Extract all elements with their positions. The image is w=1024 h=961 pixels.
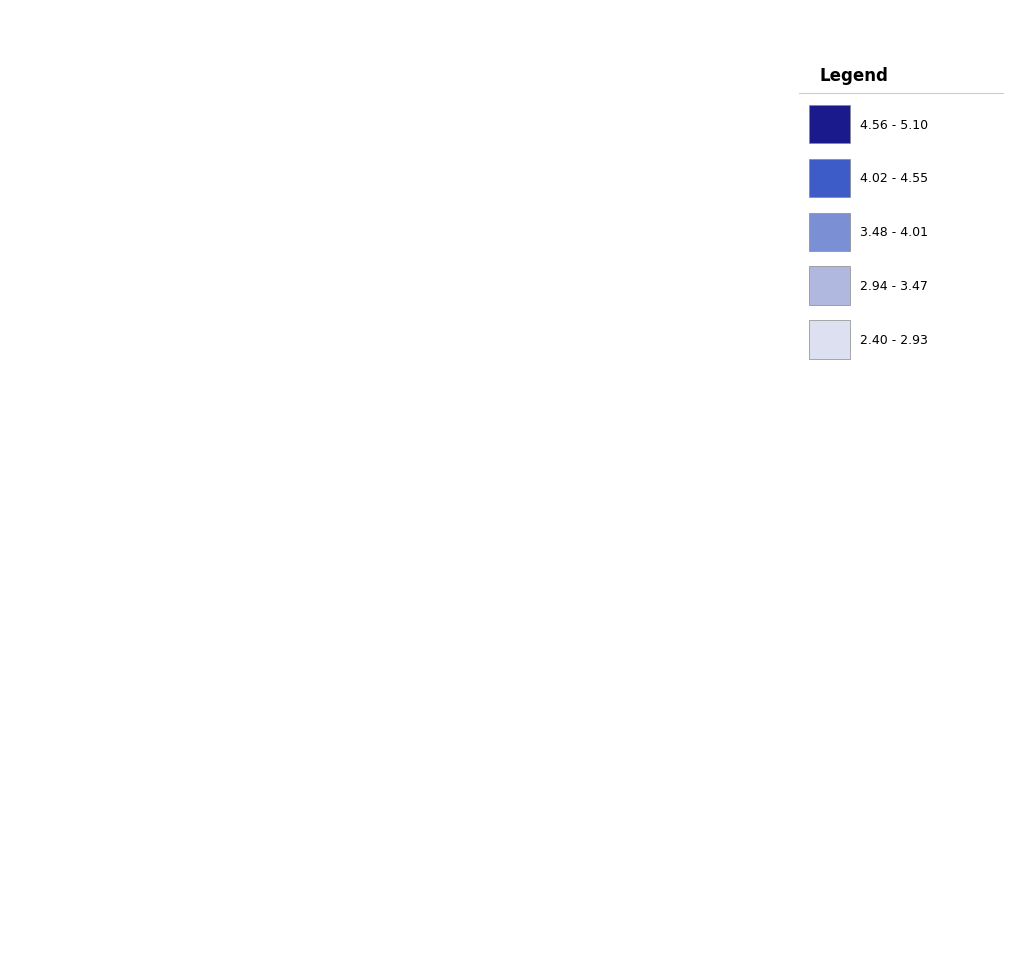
Text: 4.56 - 5.10: 4.56 - 5.10 [860, 118, 929, 132]
Bar [809, 321, 850, 359]
Text: 4.02 - 4.55: 4.02 - 4.55 [860, 172, 929, 185]
Text: 2.94 - 3.47: 2.94 - 3.47 [860, 280, 928, 293]
Text: 3.48 - 4.01: 3.48 - 4.01 [860, 226, 928, 239]
Text: 2.40 - 2.93: 2.40 - 2.93 [860, 333, 928, 347]
Bar [809, 106, 850, 144]
Text: Legend: Legend [819, 67, 888, 86]
Bar [809, 160, 850, 198]
Bar [809, 267, 850, 306]
Bar [809, 213, 850, 252]
